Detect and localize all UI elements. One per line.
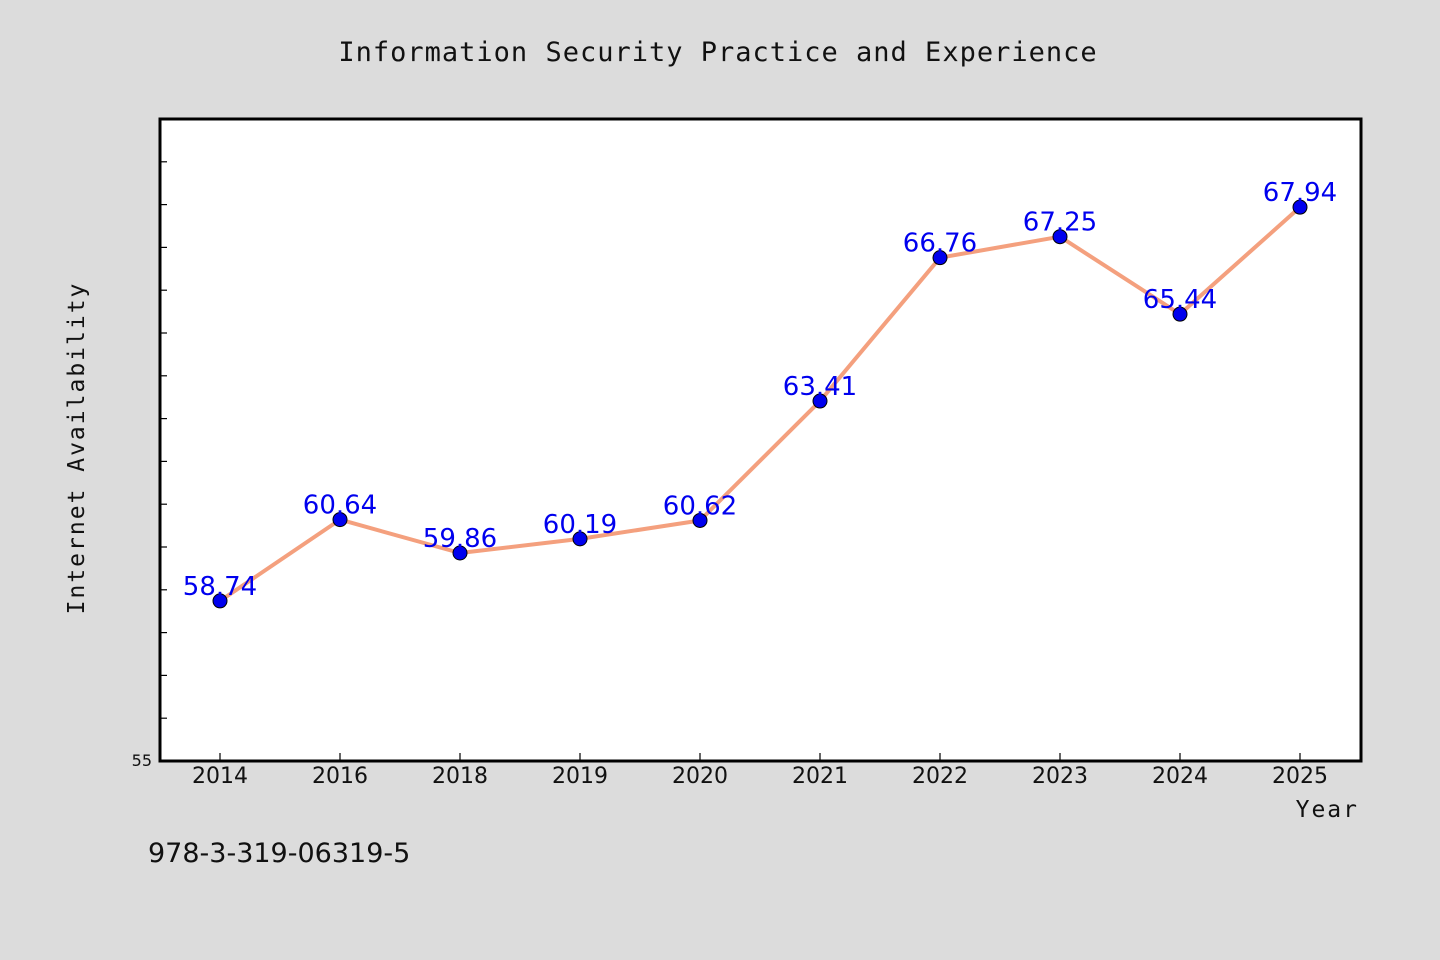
data-point <box>452 545 468 561</box>
data-point <box>1292 199 1308 215</box>
x-tick-label: 2019 <box>552 764 608 789</box>
data-label: 58.74 <box>183 572 257 602</box>
data-label: 60.62 <box>663 491 737 521</box>
data-point <box>932 250 948 266</box>
data-point <box>812 393 828 409</box>
data-point <box>1052 229 1068 245</box>
data-label: 59.86 <box>423 524 497 554</box>
series-group <box>212 199 1308 609</box>
y-axis-ticks <box>159 161 167 719</box>
series-line <box>218 205 1302 603</box>
y-axis-label: Internet Availability <box>64 282 90 615</box>
x-tick-label: 2024 <box>1152 764 1208 789</box>
data-label: 63.41 <box>783 372 857 402</box>
x-tick-label: 2022 <box>912 764 968 789</box>
chart-title: Information Security Practice and Experi… <box>338 37 1097 68</box>
data-label: 65.44 <box>1143 285 1217 315</box>
data-point <box>692 512 708 528</box>
data-label: 66.76 <box>903 229 977 259</box>
isbn-text: 978-3-319-06319-5 <box>148 838 410 869</box>
x-tick-label: 2016 <box>312 764 368 789</box>
data-point <box>332 512 348 528</box>
x-tick-label: 2020 <box>672 764 728 789</box>
x-tick-label: 2023 <box>1032 764 1088 789</box>
x-tick-label: 2014 <box>192 764 248 789</box>
data-point <box>212 593 228 609</box>
data-label: 60.64 <box>303 491 377 521</box>
data-label: 67.94 <box>1263 178 1337 208</box>
x-tick-label: 2021 <box>792 764 848 789</box>
data-label: 67.25 <box>1023 208 1097 238</box>
plot-area <box>158 117 1363 763</box>
data-labels-group: 58.74 60.64 59.86 60.19 60.62 63.41 66.76 67.25… <box>183 178 1337 602</box>
x-tick-label: 2018 <box>432 764 488 789</box>
y-tick-label-min: 55 <box>132 751 152 770</box>
data-label: 60.19 <box>543 510 617 540</box>
data-point <box>1172 306 1188 322</box>
x-axis-ticks: 2014 2016 2018 2019 2020 2021 2022 2023 2024 2025 <box>192 753 1328 789</box>
x-tick-label: 2025 <box>1272 764 1328 789</box>
data-point <box>572 531 588 547</box>
x-axis-label: Year <box>1296 797 1359 823</box>
